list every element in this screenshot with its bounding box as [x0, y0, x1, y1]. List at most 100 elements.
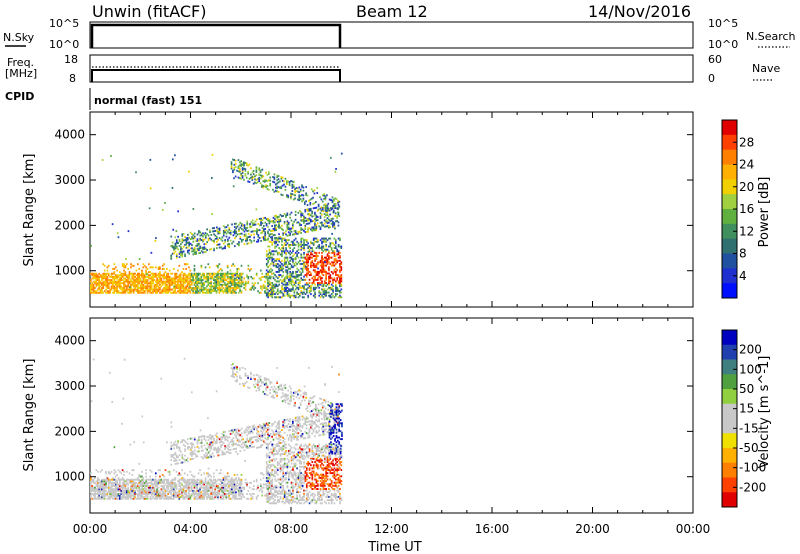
data-cell: [235, 231, 237, 233]
data-cell: [228, 446, 230, 448]
data-cell: [264, 228, 266, 230]
data-cell: [90, 245, 92, 247]
data-cell: [312, 197, 314, 199]
data-cell: [205, 232, 207, 234]
data-cell: [242, 239, 244, 241]
data-cell: [249, 236, 251, 238]
data-cell: [187, 474, 189, 476]
data-cell: [288, 239, 290, 241]
data-cell: [239, 168, 241, 170]
data-cell: [216, 241, 218, 243]
data-cell: [338, 215, 340, 217]
data-cell: [174, 154, 176, 156]
data-cell: [239, 441, 241, 443]
data-cell: [334, 227, 336, 229]
data-cell: [263, 474, 265, 476]
data-cell: [303, 195, 305, 197]
data-cell: [222, 240, 224, 242]
data-cell: [104, 265, 106, 267]
data-cell: [245, 173, 247, 175]
data-cell: [246, 220, 248, 222]
data-cell: [331, 233, 333, 235]
data-cell: [282, 215, 284, 217]
cpid-label: CPID: [5, 90, 34, 103]
data-cell: [226, 236, 228, 238]
data-cell: [263, 487, 265, 489]
data-cell: [310, 273, 312, 275]
data-cell: [211, 177, 213, 179]
data-cell: [206, 228, 208, 230]
data-cell: [255, 224, 257, 226]
data-cell: [183, 246, 185, 248]
data-cell: [250, 174, 252, 176]
data-cell: [187, 457, 189, 459]
data-cell: [267, 185, 269, 187]
data-cell: [269, 180, 271, 182]
data-cell: [323, 193, 325, 195]
data-cell: [194, 268, 196, 270]
data-cell: [228, 227, 230, 229]
data-cell: [236, 474, 238, 476]
data-cell: [257, 431, 259, 433]
data-cell: [227, 283, 229, 285]
data-cell: [269, 443, 271, 445]
data-cell: [300, 189, 302, 191]
data-cell: [219, 243, 221, 245]
data-cell: [327, 203, 329, 205]
data-cell: [314, 284, 316, 286]
data-cell: [173, 469, 175, 471]
data-cell: [260, 484, 262, 486]
data-cell: [108, 265, 110, 267]
data-cell: [206, 249, 208, 251]
data-cell: [231, 224, 233, 226]
data-cell: [273, 290, 275, 292]
data-cell: [190, 270, 192, 272]
data-cell: [283, 184, 285, 186]
freq-unit-label: [MHz]: [5, 67, 37, 80]
data-cell: [264, 231, 266, 233]
data-cell: [243, 496, 245, 498]
data-cell: [205, 266, 207, 268]
data-cell: [102, 159, 104, 161]
data-cell: [207, 263, 209, 265]
data-cell: [228, 436, 230, 438]
data-cell: [267, 437, 269, 439]
data-cell: [292, 223, 294, 225]
data-cell: [328, 222, 330, 224]
data-cell: [170, 442, 172, 444]
data-cell: [338, 221, 340, 223]
data-cell: [155, 472, 157, 474]
data-cell: [328, 215, 330, 217]
data-cell: [177, 270, 179, 272]
data-cell: [143, 477, 145, 479]
data-cell: [248, 490, 250, 492]
data-cell: [246, 434, 248, 436]
data-cell: [113, 271, 115, 273]
data-cell: [104, 270, 106, 272]
data-cell: [159, 271, 161, 273]
data-cell: [270, 441, 272, 443]
data-cell: [136, 270, 138, 272]
data-cell: [271, 436, 273, 438]
data-cell: [314, 292, 316, 294]
data-cell: [341, 246, 343, 248]
data-cell: [273, 431, 275, 433]
data-cell: [235, 176, 237, 178]
data-cell: [294, 247, 296, 249]
data-cell: [252, 171, 254, 173]
data-cell: [263, 477, 265, 479]
nsky-label: N.Sky: [3, 31, 35, 44]
data-cell: [318, 244, 320, 246]
data-cell: [269, 435, 271, 437]
data-cell: [233, 177, 235, 179]
data-cell: [187, 443, 189, 445]
data-cell: [269, 249, 271, 251]
data-cell: [235, 292, 237, 294]
data-cell: [213, 472, 215, 474]
data-cell: [193, 208, 195, 210]
data-cell: [309, 282, 311, 284]
data-cell: [150, 187, 152, 189]
nsky-tick-top: 10^5: [49, 17, 79, 30]
data-cell: [210, 248, 212, 250]
data-cell: [335, 284, 337, 286]
